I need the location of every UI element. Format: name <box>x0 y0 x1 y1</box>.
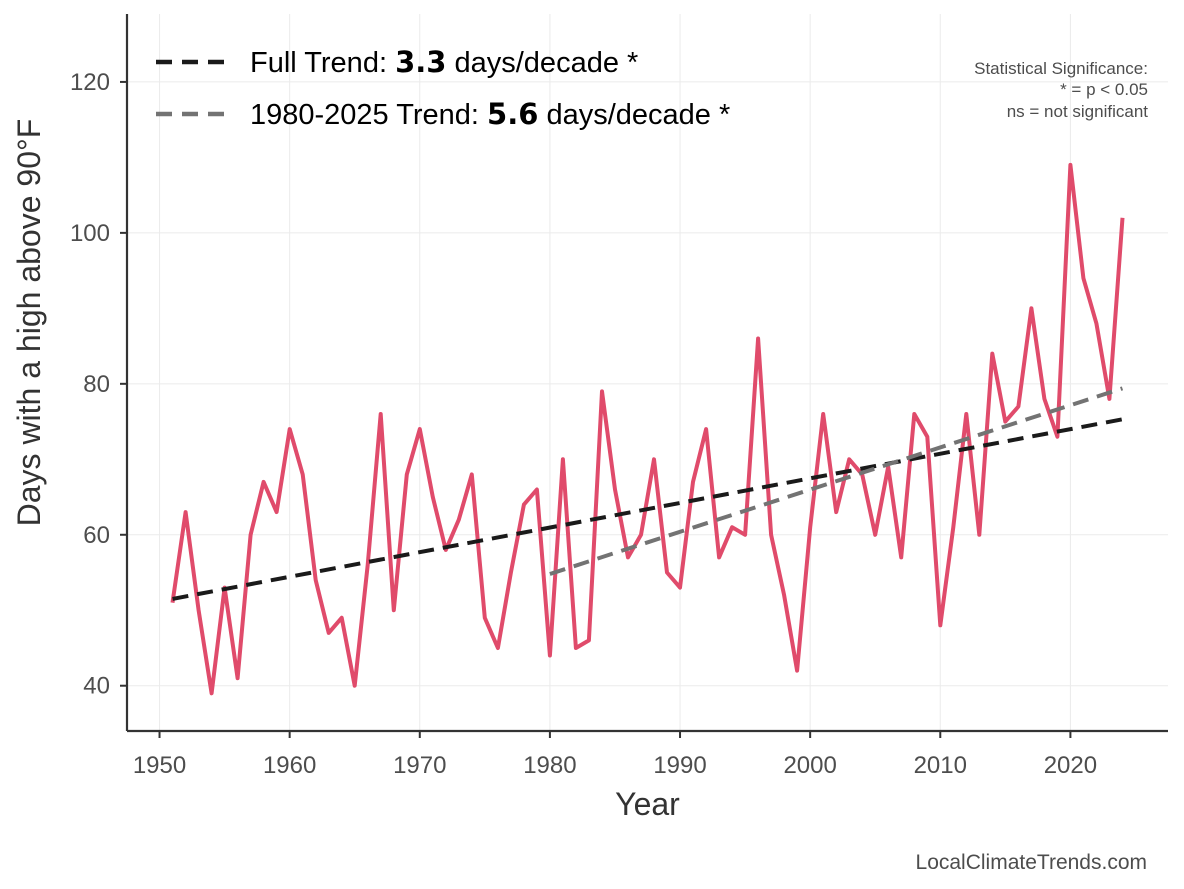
x-tick-label: 1950 <box>133 752 186 779</box>
significance-title: Statistical Significance: <box>974 59 1148 78</box>
x-tick-label: 1970 <box>393 752 446 779</box>
x-tick-label: 2000 <box>783 752 836 779</box>
y-tick-label: 40 <box>83 673 110 700</box>
y-tick-label: 80 <box>83 371 110 398</box>
x-axis-ticks: 1950 1960 1970 1980 1990 2000 2010 2020 <box>133 731 1097 779</box>
x-tick-label: 1990 <box>653 752 706 779</box>
x-axis-title: Year <box>615 786 680 822</box>
significance-line-2: ns = not significant <box>1007 102 1149 121</box>
recent-trend-line <box>549 386 1124 576</box>
legend-value: 5.6 <box>487 97 538 131</box>
x-tick-label: 1960 <box>263 752 316 779</box>
data-series <box>170 162 1125 696</box>
y-axis-title: Days with a high above 90°F <box>11 119 47 527</box>
x-tick-label: 2010 <box>914 752 967 779</box>
x-tick-label: 2020 <box>1044 752 1097 779</box>
trend-lines <box>172 386 1124 601</box>
legend-prefix: Full Trend: <box>250 47 395 79</box>
legend-value: 3.3 <box>395 45 446 79</box>
grid <box>127 14 1168 731</box>
legend-suffix: days/decade * <box>446 47 638 79</box>
x-tick-label: 1980 <box>523 752 576 779</box>
y-tick-label: 60 <box>83 522 110 549</box>
y-axis-ticks: 40 60 80 100 120 <box>70 69 127 700</box>
significance-note: Statistical Significance: * = p < 0.05 n… <box>974 59 1148 121</box>
legend-label-1980-trend: 1980-2025 Trend: 5.6 days/decade * <box>250 97 730 131</box>
full-trend-line <box>172 417 1123 601</box>
legend-suffix: days/decade * <box>538 99 730 131</box>
significance-line-1: * = p < 0.05 <box>1060 80 1148 99</box>
y-tick-label: 100 <box>70 220 110 247</box>
legend-prefix: 1980-2025 Trend: <box>250 99 487 131</box>
y-tick-label: 120 <box>70 69 110 96</box>
axes <box>125 14 1168 733</box>
series-line <box>170 162 1125 696</box>
legend: Full Trend: 3.3 days/decade * 1980-2025 … <box>156 45 730 131</box>
source-credit: LocalClimateTrends.com <box>916 851 1147 874</box>
legend-label-full-trend: Full Trend: 3.3 days/decade * <box>250 45 638 79</box>
